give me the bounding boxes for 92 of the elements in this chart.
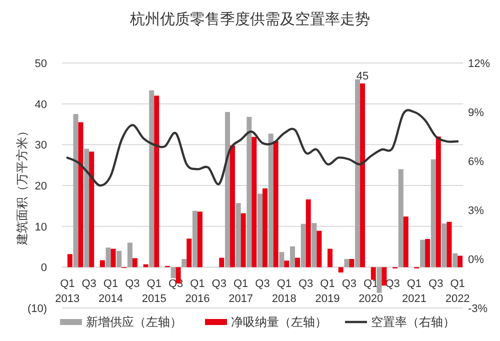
bar bbox=[284, 260, 290, 268]
bar bbox=[170, 267, 176, 278]
bar bbox=[132, 258, 138, 268]
y2-tick-label: 12% bbox=[468, 58, 490, 70]
y-tick-label: (10) bbox=[27, 303, 47, 315]
bar bbox=[78, 122, 84, 268]
legend-label: 新增供应（左轴） bbox=[86, 315, 182, 329]
bar bbox=[110, 248, 116, 268]
bar bbox=[100, 260, 105, 268]
bar bbox=[262, 188, 268, 268]
bar bbox=[279, 252, 284, 268]
bar bbox=[349, 259, 354, 268]
x-tick-label: Q1 2014 bbox=[98, 278, 124, 305]
bar bbox=[360, 83, 366, 268]
legend-label: 净吸纳量（左轴） bbox=[231, 315, 327, 329]
bar bbox=[430, 159, 436, 268]
bar bbox=[370, 267, 376, 280]
y2-tick-label: 9% bbox=[468, 107, 484, 119]
bar bbox=[290, 246, 296, 268]
x-tick-label: Q3 bbox=[212, 278, 226, 290]
x-tick-label: Q1 2022 bbox=[445, 278, 470, 305]
y-tick-label: 40 bbox=[34, 98, 47, 111]
x-tick-label: Q1 2021 bbox=[402, 278, 426, 305]
y-tick-label: 10 bbox=[34, 221, 47, 234]
bar bbox=[420, 240, 426, 268]
data-label: 45 bbox=[356, 70, 369, 82]
bar bbox=[252, 136, 257, 268]
bar bbox=[376, 267, 382, 293]
bar bbox=[268, 134, 274, 268]
y2-tick-label: 3% bbox=[468, 205, 484, 217]
x-tick-label: Q3 bbox=[255, 278, 270, 290]
legend-label: 空置率（右轴） bbox=[371, 315, 455, 329]
x-tick-label: Q3 bbox=[342, 278, 357, 290]
bar bbox=[219, 258, 224, 268]
x-tick-label: Q1 2017 bbox=[228, 278, 254, 305]
bar bbox=[398, 169, 404, 268]
bar bbox=[442, 223, 447, 268]
x-tick-label: Q1 2015 bbox=[142, 278, 166, 305]
bar bbox=[338, 267, 344, 272]
x-tick-label: Q3 bbox=[298, 278, 314, 290]
bar bbox=[67, 254, 72, 268]
x-tick-label: Q1 2019 bbox=[315, 278, 340, 305]
bar bbox=[295, 258, 300, 268]
bar bbox=[425, 238, 430, 268]
bar bbox=[186, 238, 192, 268]
bar bbox=[127, 242, 132, 268]
bar bbox=[73, 114, 78, 268]
bar bbox=[300, 224, 306, 268]
bar bbox=[106, 248, 111, 268]
bar bbox=[89, 152, 94, 268]
bar bbox=[154, 96, 160, 268]
bar bbox=[446, 222, 452, 268]
bar bbox=[224, 112, 230, 268]
y-tick-label: 30 bbox=[34, 140, 47, 152]
y-tick-label: 50 bbox=[34, 58, 47, 70]
bar bbox=[458, 256, 463, 268]
x-tick-label: Q1 2020 bbox=[358, 278, 384, 305]
bar bbox=[328, 248, 333, 268]
x-tick-label: Q3 bbox=[125, 278, 140, 290]
x-tick-label: Q3 bbox=[82, 278, 96, 290]
chart-title: 杭州优质零售季度供需及空置率走势 bbox=[129, 11, 370, 28]
y2-tick-label: -3% bbox=[468, 303, 488, 315]
bar bbox=[306, 199, 311, 268]
bar bbox=[240, 213, 246, 268]
bar bbox=[355, 79, 360, 268]
bar bbox=[258, 194, 262, 268]
bar bbox=[230, 145, 235, 268]
bar bbox=[436, 136, 441, 268]
bar bbox=[344, 259, 350, 268]
y2-tick-label: 0% bbox=[468, 254, 484, 266]
bar bbox=[116, 250, 122, 268]
bar bbox=[403, 216, 408, 268]
x-tick-label: Q1 2016 bbox=[185, 278, 210, 305]
y-tick-label: 20 bbox=[34, 180, 47, 192]
x-tick-label: Q3 bbox=[428, 278, 444, 290]
bar bbox=[452, 253, 458, 268]
x-tick-label: Q1 2013 bbox=[55, 278, 80, 305]
bar bbox=[84, 148, 90, 268]
bar bbox=[382, 267, 387, 286]
x-tick-label: Q1 2018 bbox=[272, 278, 296, 305]
bar bbox=[273, 140, 278, 268]
bar bbox=[182, 259, 187, 268]
y2-tick-label: 6% bbox=[468, 156, 484, 168]
y-tick-label: 0 bbox=[40, 262, 47, 274]
bar bbox=[316, 230, 322, 268]
bar bbox=[192, 210, 198, 268]
bar bbox=[236, 203, 241, 268]
bar bbox=[197, 212, 202, 268]
bar bbox=[149, 90, 154, 268]
bar bbox=[312, 223, 317, 268]
bar bbox=[246, 116, 252, 268]
y-axis-title: 建筑面积（万平方米） bbox=[15, 125, 29, 246]
